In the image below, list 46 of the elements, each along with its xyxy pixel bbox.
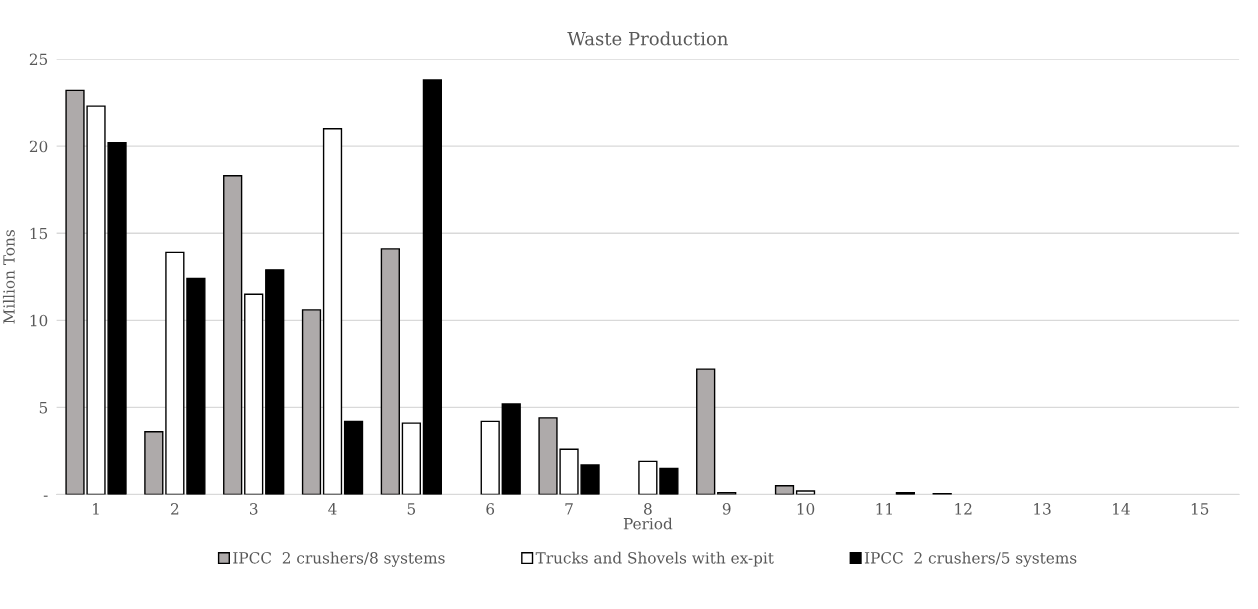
y-tick-label: - xyxy=(43,495,48,497)
x-tick-label: 12 xyxy=(955,503,972,515)
x-tick-label: 8 xyxy=(644,503,652,515)
y-axis-title: Million Tons xyxy=(2,230,15,324)
bar xyxy=(165,251,185,495)
bar xyxy=(301,309,322,495)
x-tick-label: 10 xyxy=(797,503,815,515)
bar xyxy=(380,248,400,495)
bar xyxy=(244,293,264,495)
legend-label: IPCC 2 crushers/5 systems xyxy=(864,551,1077,567)
x-tick-label: 9 xyxy=(722,503,731,515)
bar xyxy=(186,277,206,495)
x-tick-label: 4 xyxy=(328,503,337,515)
bar xyxy=(696,368,716,495)
bar xyxy=(638,460,658,495)
bar xyxy=(659,467,679,495)
x-tick-label: 11 xyxy=(876,503,892,515)
bar xyxy=(774,485,795,495)
x-tick-label: 14 xyxy=(1113,503,1130,515)
y-tick-label: 20 xyxy=(29,140,48,153)
x-tick-label: 2 xyxy=(171,503,179,515)
bar xyxy=(265,269,285,495)
y-tick-label: 15 xyxy=(30,227,48,240)
x-tick-label: 15 xyxy=(1191,503,1209,515)
bar xyxy=(501,403,521,495)
y-tick-label: 25 xyxy=(29,53,48,66)
bar xyxy=(322,128,343,495)
bar xyxy=(223,175,243,495)
bar xyxy=(343,420,364,495)
x-tick-label: 6 xyxy=(486,503,495,515)
legend-label: Trucks and Shovels with ex-pit xyxy=(535,551,774,567)
chart-title: Waste Production xyxy=(567,31,728,46)
x-tick-label: 5 xyxy=(407,503,416,515)
x-tick-label: 13 xyxy=(1034,503,1051,515)
bar xyxy=(795,490,816,495)
bar xyxy=(480,420,500,495)
x-tick-label: 7 xyxy=(565,503,573,515)
x-axis-title: Period xyxy=(623,517,673,530)
bar xyxy=(401,422,421,495)
y-tick-label: 10 xyxy=(30,314,48,327)
y-tick-label: 5 xyxy=(39,402,48,414)
x-tick-label: 3 xyxy=(250,503,258,515)
x-tick-label: 1 xyxy=(93,503,99,515)
bar xyxy=(144,431,164,495)
legend-label: IPCC 2 crushers/8 systems xyxy=(233,551,445,567)
bar xyxy=(422,79,443,495)
